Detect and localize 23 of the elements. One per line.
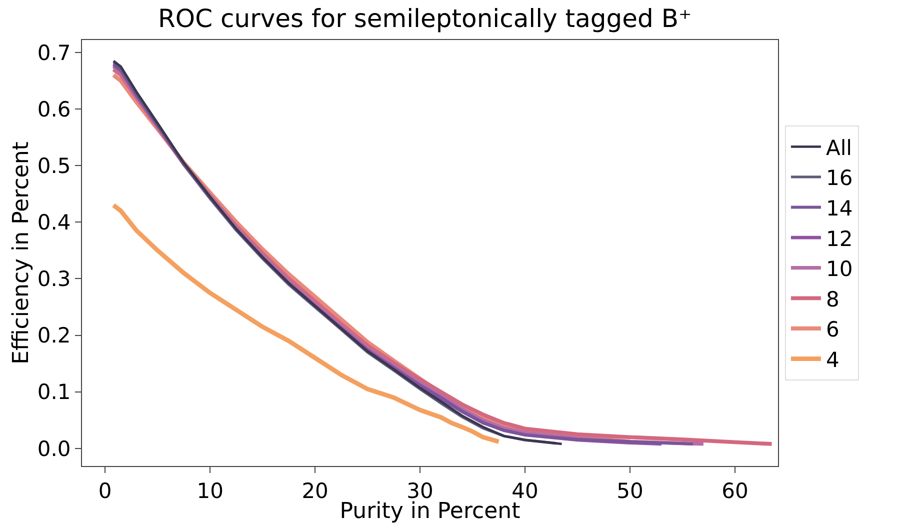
legend-label: 10 <box>826 257 853 282</box>
x-tick-label: 20 <box>302 479 328 504</box>
y-tick-label: 0.1 <box>37 380 71 404</box>
y-tick-label: 0.6 <box>37 97 71 122</box>
legend-label: 6 <box>826 318 840 342</box>
y-tick-label: 0.3 <box>37 267 71 292</box>
y-tick-label: 0.0 <box>37 436 71 461</box>
x-tick-label: 0 <box>98 479 112 504</box>
y-axis-title: Efficiency in Percent <box>9 141 34 364</box>
y-tick-label: 0.4 <box>37 210 71 235</box>
y-tick-label: 0.2 <box>37 324 71 348</box>
x-tick-label: 10 <box>196 479 224 504</box>
legend-label: 12 <box>826 226 853 251</box>
x-tick-label: 50 <box>616 479 644 504</box>
legend-label: All <box>826 136 852 160</box>
y-tick-label: 0.5 <box>37 154 71 178</box>
y-tick-label: 0.7 <box>37 40 71 65</box>
legend-label: 14 <box>826 196 853 220</box>
legend-label: 8 <box>826 287 840 312</box>
legend-label: 16 <box>826 166 853 190</box>
chart-title: ROC curves for semileptonically tagged B⁺ <box>158 4 692 34</box>
x-tick-label: 60 <box>722 479 748 504</box>
legend-label: 4 <box>826 348 840 372</box>
